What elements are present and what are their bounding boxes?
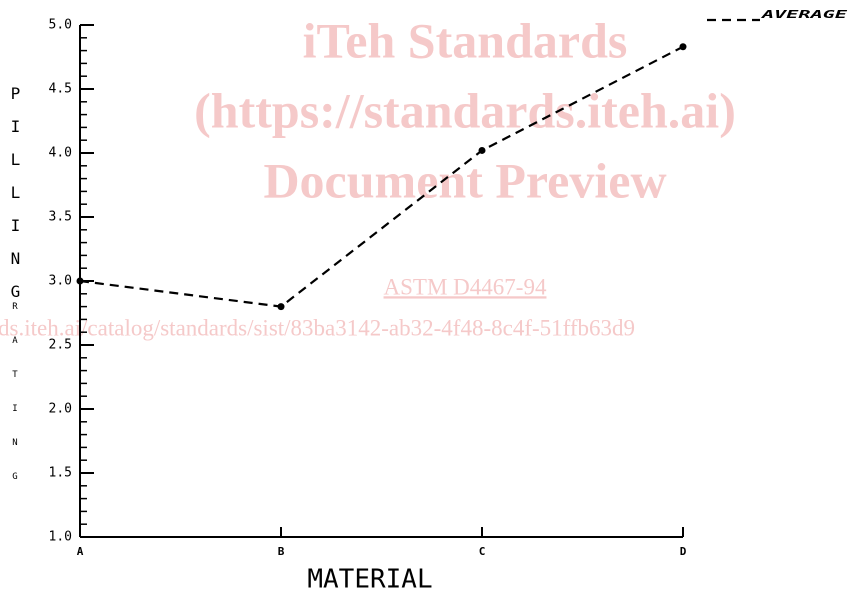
y-axis-label: PILLING — [6, 84, 25, 315]
y-tick-label: 1.5 — [49, 466, 72, 481]
watermark-preview: Document Preview — [263, 152, 666, 208]
watermark-title: iTeh Standards — [303, 12, 628, 68]
legend-label: AVERAGE — [760, 8, 848, 21]
x-tick-label: C — [479, 545, 486, 558]
line — [79, 45, 684, 308]
y-tick-label: 5.0 — [49, 18, 72, 33]
x-tick-label: D — [680, 545, 687, 558]
watermark-standard: ASTM D4467-94 — [384, 274, 547, 299]
y-tick-label: 1.0 — [49, 530, 72, 545]
point — [478, 146, 486, 154]
y-tick-label: 4.0 — [49, 146, 72, 161]
watermark-link: ds.iteh.ai/catalog/standards/sist/83ba31… — [0, 315, 635, 340]
point — [679, 43, 687, 51]
x-tick-label: B — [278, 545, 285, 558]
y-tick-label: 2.5 — [49, 338, 72, 353]
watermark-url: (https://standards.iteh.ai) — [194, 82, 736, 138]
y-tick-label: 3.0 — [49, 274, 72, 289]
y-tick-label: 4.5 — [49, 82, 72, 97]
y-tick-label: 3.5 — [49, 210, 72, 225]
y-axis-label: RATING — [10, 302, 20, 506]
x-axis-label: MATERIAL — [307, 565, 432, 595]
point — [76, 277, 84, 285]
x-tick-label: A — [77, 545, 84, 558]
point — [277, 303, 285, 311]
y-tick-label: 2.0 — [49, 402, 72, 417]
